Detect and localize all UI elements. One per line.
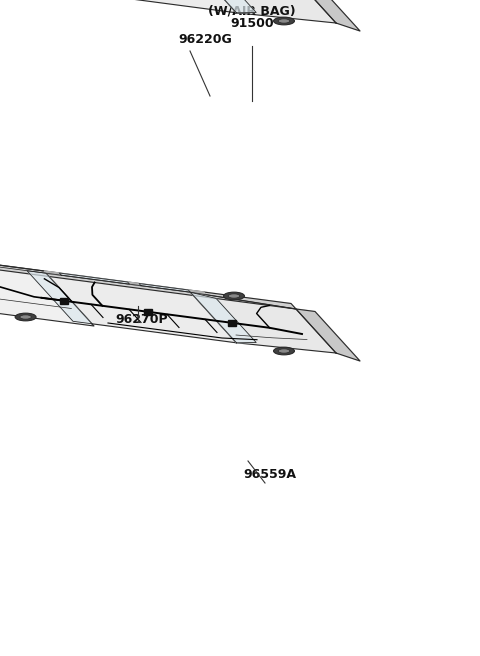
Text: 96270P: 96270P — [115, 313, 168, 326]
Ellipse shape — [278, 349, 290, 353]
FancyBboxPatch shape — [144, 309, 152, 315]
Polygon shape — [0, 257, 94, 326]
Polygon shape — [139, 283, 191, 292]
Polygon shape — [0, 257, 296, 309]
Polygon shape — [44, 271, 61, 276]
Polygon shape — [191, 292, 256, 343]
Ellipse shape — [278, 19, 290, 23]
Text: 96220G: 96220G — [178, 33, 232, 46]
Ellipse shape — [15, 313, 36, 321]
Polygon shape — [59, 273, 130, 284]
Polygon shape — [296, 0, 360, 31]
Polygon shape — [27, 271, 92, 324]
Text: 96559A: 96559A — [243, 468, 297, 481]
Ellipse shape — [20, 315, 31, 319]
Ellipse shape — [274, 17, 294, 25]
Polygon shape — [191, 0, 336, 23]
Text: 91500: 91500 — [230, 17, 274, 30]
Polygon shape — [191, 292, 336, 353]
Ellipse shape — [228, 294, 240, 298]
FancyBboxPatch shape — [228, 320, 236, 326]
Polygon shape — [46, 273, 237, 343]
Polygon shape — [189, 290, 205, 294]
Polygon shape — [128, 282, 141, 286]
Ellipse shape — [274, 347, 294, 355]
Polygon shape — [191, 0, 256, 13]
FancyBboxPatch shape — [60, 298, 69, 304]
Polygon shape — [46, 0, 237, 13]
Polygon shape — [296, 309, 360, 361]
Text: (W/AIR BAG): (W/AIR BAG) — [208, 5, 296, 18]
Ellipse shape — [224, 292, 244, 300]
